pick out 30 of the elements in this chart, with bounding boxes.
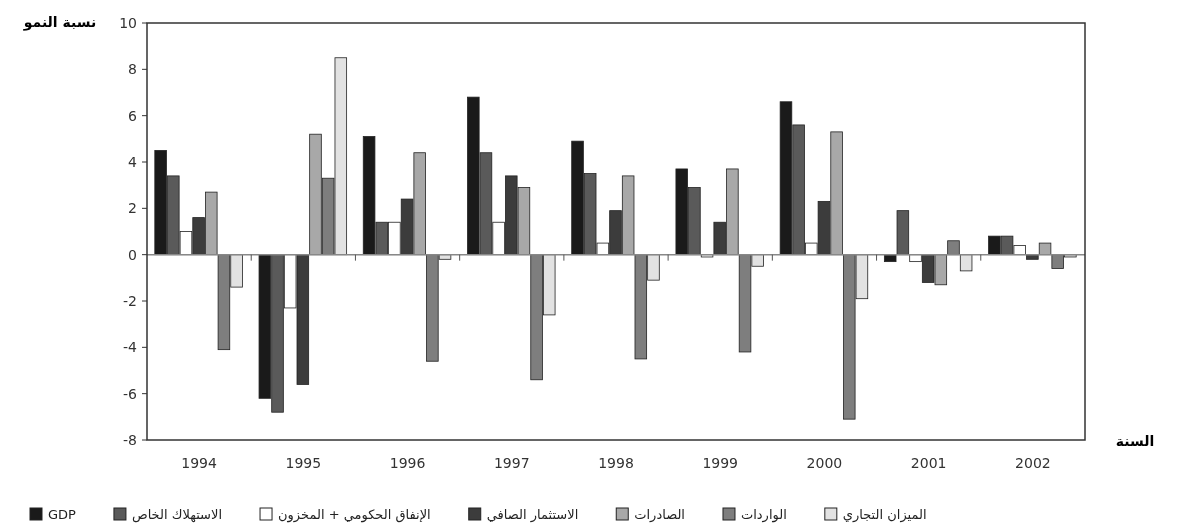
y-tick-label: 4 xyxy=(128,154,138,170)
y-tick-label: -8 xyxy=(123,432,137,448)
legend-label: الواردات xyxy=(740,507,787,523)
legend-label: الاستهلاك الخاص xyxy=(131,507,223,523)
legend-label: الإنفاق الحكومي + المخزون xyxy=(278,507,431,523)
y-tick-label: 8 xyxy=(128,61,137,78)
x-tick-label: 1995 xyxy=(285,455,322,471)
x-tick-label: 2001 xyxy=(910,455,947,471)
x-axis-title: السنة xyxy=(1115,433,1155,449)
y-tick-label: -2 xyxy=(123,293,137,309)
y-tick-label: -6 xyxy=(123,385,138,402)
x-tick-label: 1997 xyxy=(493,455,530,471)
y-tick-label: 2 xyxy=(128,200,137,217)
legend-label: الاستثمار الصافي xyxy=(486,507,579,523)
y-tick-label: 6 xyxy=(128,107,138,124)
x-tick-label: 1994 xyxy=(181,455,218,471)
bar xyxy=(1026,254,1039,260)
y-tick-label: 10 xyxy=(119,15,137,31)
y-tick-label: 0 xyxy=(128,246,137,263)
bar xyxy=(959,254,973,272)
x-tick-label: 2002 xyxy=(1015,455,1051,471)
y-axis-title: نسبة النمو xyxy=(22,14,97,31)
y-tick-label: -4 xyxy=(123,339,138,356)
x-tick-label: 1999 xyxy=(702,455,739,471)
x-tick-label: 2000 xyxy=(806,455,843,471)
legend-label: الميزان التجاري xyxy=(842,507,927,523)
x-tick-label: 1998 xyxy=(598,455,634,471)
legend-label: GDP xyxy=(48,507,77,522)
legend-label: الصادرات xyxy=(634,507,685,523)
x-tick-label: 1996 xyxy=(389,455,426,471)
